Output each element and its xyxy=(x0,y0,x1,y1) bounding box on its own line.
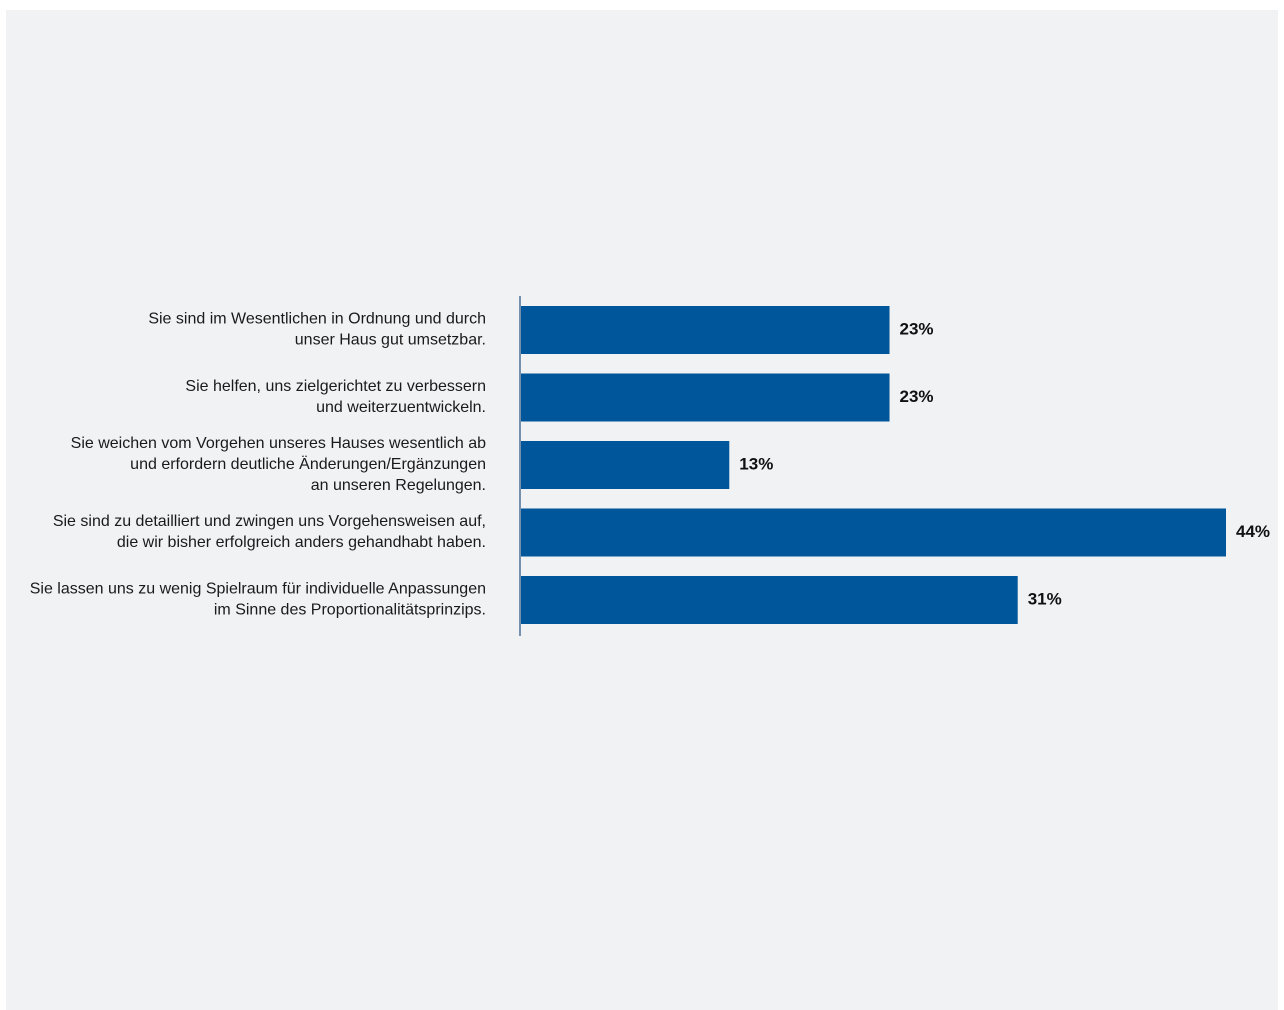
category-label-line: an unseren Regelungen. xyxy=(311,477,486,494)
category-label-line: im Sinne des Proportionalitätsprinzips. xyxy=(214,602,486,619)
category-label-line: unser Haus gut umsetzbar. xyxy=(295,332,486,349)
bar-5 xyxy=(521,576,1018,624)
value-label-5: 31% xyxy=(1028,589,1062,608)
category-label-2: Sie helfen, uns zielgerichtet zu verbess… xyxy=(185,378,486,416)
bar-chart: 23% Sie sind im Wesentlichen in Ordnung u… xyxy=(30,296,1270,636)
bar-2 xyxy=(521,373,890,422)
category-label-3: Sie weichen vom Vorgehen unseres Hauses … xyxy=(71,435,486,494)
value-label-2: 23% xyxy=(900,387,934,406)
value-label-3: 13% xyxy=(739,454,773,473)
category-label-line: Sie sind im Wesentlichen in Ordnung und … xyxy=(148,311,486,328)
category-label-5: Sie lassen uns zu wenig Spielraum für in… xyxy=(30,581,486,619)
category-label-line: Sie lassen uns zu wenig Spielraum für in… xyxy=(30,581,486,598)
category-label-line: die wir bisher erfolgreich anders gehand… xyxy=(117,534,486,551)
bar-4 xyxy=(521,508,1226,557)
bar-1 xyxy=(521,306,890,354)
chart-panel: 23% Sie sind im Wesentlichen in Ordnung u… xyxy=(6,10,1278,1010)
value-label-1: 23% xyxy=(900,319,934,338)
bar-3 xyxy=(521,441,730,489)
category-label-line: Sie sind zu detailliert und zwingen uns … xyxy=(53,513,486,530)
category-label-4: Sie sind zu detailliert und zwingen uns … xyxy=(53,513,486,551)
category-label-line: Sie helfen, uns zielgerichtet zu verbess… xyxy=(185,378,486,395)
value-label-4: 44% xyxy=(1236,522,1270,541)
category-label-line: und erfordern deutliche Änderungen/Ergän… xyxy=(130,455,486,473)
category-label-1: Sie sind im Wesentlichen in Ordnung und … xyxy=(148,311,486,349)
category-label-line: Sie weichen vom Vorgehen unseres Hauses … xyxy=(71,435,486,452)
category-label-line: und weiterzuentwickeln. xyxy=(316,399,486,416)
